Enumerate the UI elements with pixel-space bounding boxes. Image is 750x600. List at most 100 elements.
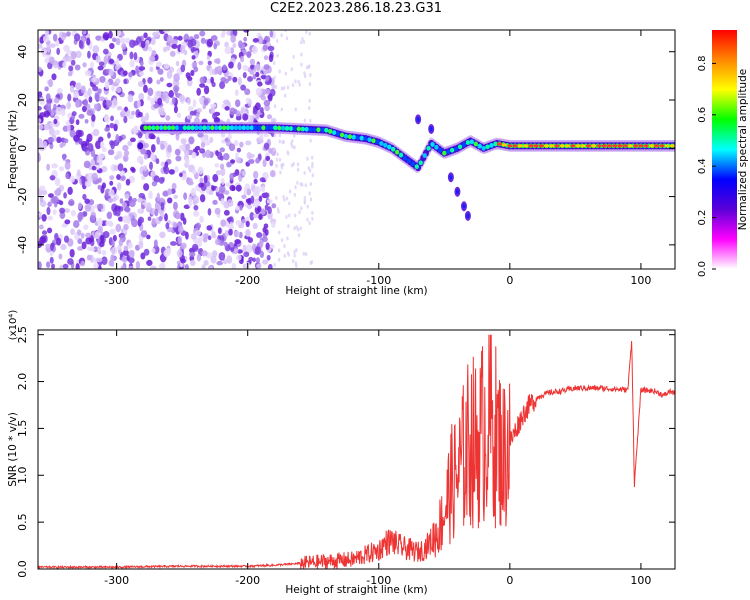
noise-blob [84, 203, 92, 212]
noise-blob [230, 34, 236, 43]
noise-blob [184, 158, 190, 166]
noise-blob [115, 37, 121, 46]
noise-blob [85, 237, 92, 245]
noise-blob [125, 178, 131, 186]
noise-blob [267, 263, 273, 269]
track-max [512, 144, 518, 148]
noise-blob [107, 132, 111, 139]
noise-blob [44, 30, 49, 37]
track-peak [343, 133, 349, 139]
noise-blob [310, 155, 314, 160]
noise-blob [255, 157, 260, 164]
noise-blob [122, 50, 127, 56]
noise-blob [71, 111, 77, 117]
noise-blob [219, 147, 225, 153]
noise-blob [262, 44, 268, 51]
noise-blob [288, 201, 291, 206]
track-peak [351, 134, 357, 140]
track-max [575, 144, 581, 148]
noise-blob [108, 189, 115, 197]
noise-blob [288, 189, 292, 194]
x-tick-label: -100 [366, 274, 391, 287]
noise-blob [226, 199, 234, 207]
noise-blob [273, 133, 277, 138]
noise-blob [249, 64, 255, 70]
noise-blob [273, 75, 276, 80]
noise-blob [306, 204, 309, 209]
track-peak [229, 125, 235, 131]
noise-blob [102, 32, 110, 41]
noise-blob [113, 164, 120, 171]
noise-blob [277, 257, 281, 262]
noise-blob [308, 31, 311, 36]
noise-blob [275, 195, 278, 200]
noise-blob [280, 33, 283, 38]
noise-blob [137, 197, 144, 203]
noise-blob [247, 76, 253, 82]
noise-blob [180, 138, 187, 145]
noise-blob [307, 166, 311, 171]
noise-blob [119, 37, 126, 44]
noise-blob [115, 208, 121, 217]
noise-blob [38, 153, 41, 162]
noise-blob [69, 248, 75, 258]
noise-blob [296, 167, 300, 172]
noise-blob [199, 30, 206, 37]
noise-blob [101, 146, 107, 153]
track-peak [390, 146, 396, 152]
noise-blob [56, 47, 61, 56]
noise-blob [167, 144, 172, 153]
noise-blob [225, 182, 231, 187]
noise-blob [190, 46, 198, 52]
noise-blob [173, 201, 178, 211]
track-peak [245, 125, 250, 131]
noise-blob [122, 144, 129, 152]
noise-blob [271, 203, 277, 209]
track-peak [493, 141, 498, 147]
noise-blob [124, 106, 128, 112]
noise-blob [276, 152, 279, 157]
noise-blob [128, 265, 134, 269]
noise-blob [179, 172, 183, 178]
noise-blob [135, 260, 141, 269]
noise-blob [115, 78, 121, 85]
track-peak [457, 144, 463, 150]
noise-blob [276, 53, 279, 58]
noise-blob [105, 99, 113, 108]
noise-blob [303, 74, 307, 79]
noise-blob [95, 155, 103, 164]
noise-blob [153, 175, 160, 183]
noise-blob [44, 86, 49, 92]
noise-blob [171, 182, 177, 190]
track-peak [147, 125, 152, 131]
track-peak [418, 160, 423, 166]
noise-blob [235, 115, 242, 121]
track-peak [284, 125, 290, 131]
noise-blob [198, 60, 204, 66]
noise-blob [223, 153, 230, 161]
x-tick-label: -300 [104, 574, 129, 587]
noise-blob [86, 133, 93, 143]
noise-blob [115, 58, 120, 66]
noise-blob [217, 227, 222, 234]
branch-core [449, 174, 453, 180]
noise-blob [138, 216, 145, 224]
noise-blob [87, 87, 92, 97]
noise-blob [227, 133, 232, 140]
noise-blob [275, 157, 279, 162]
noise-blob [295, 225, 298, 230]
noise-blob [149, 161, 153, 171]
noise-blob [38, 261, 42, 269]
noise-blob [121, 201, 127, 209]
noise-blob [98, 96, 106, 102]
track-peak [367, 137, 372, 143]
noise-blob [132, 126, 139, 134]
track-max [549, 144, 555, 148]
noise-blob [263, 99, 271, 107]
noise-blob [178, 94, 186, 102]
noise-blob [259, 177, 266, 183]
y-tick-label: 2.5 [16, 326, 29, 344]
noise-blob [175, 132, 180, 141]
noise-blob [70, 228, 75, 236]
noise-blob [66, 101, 72, 110]
